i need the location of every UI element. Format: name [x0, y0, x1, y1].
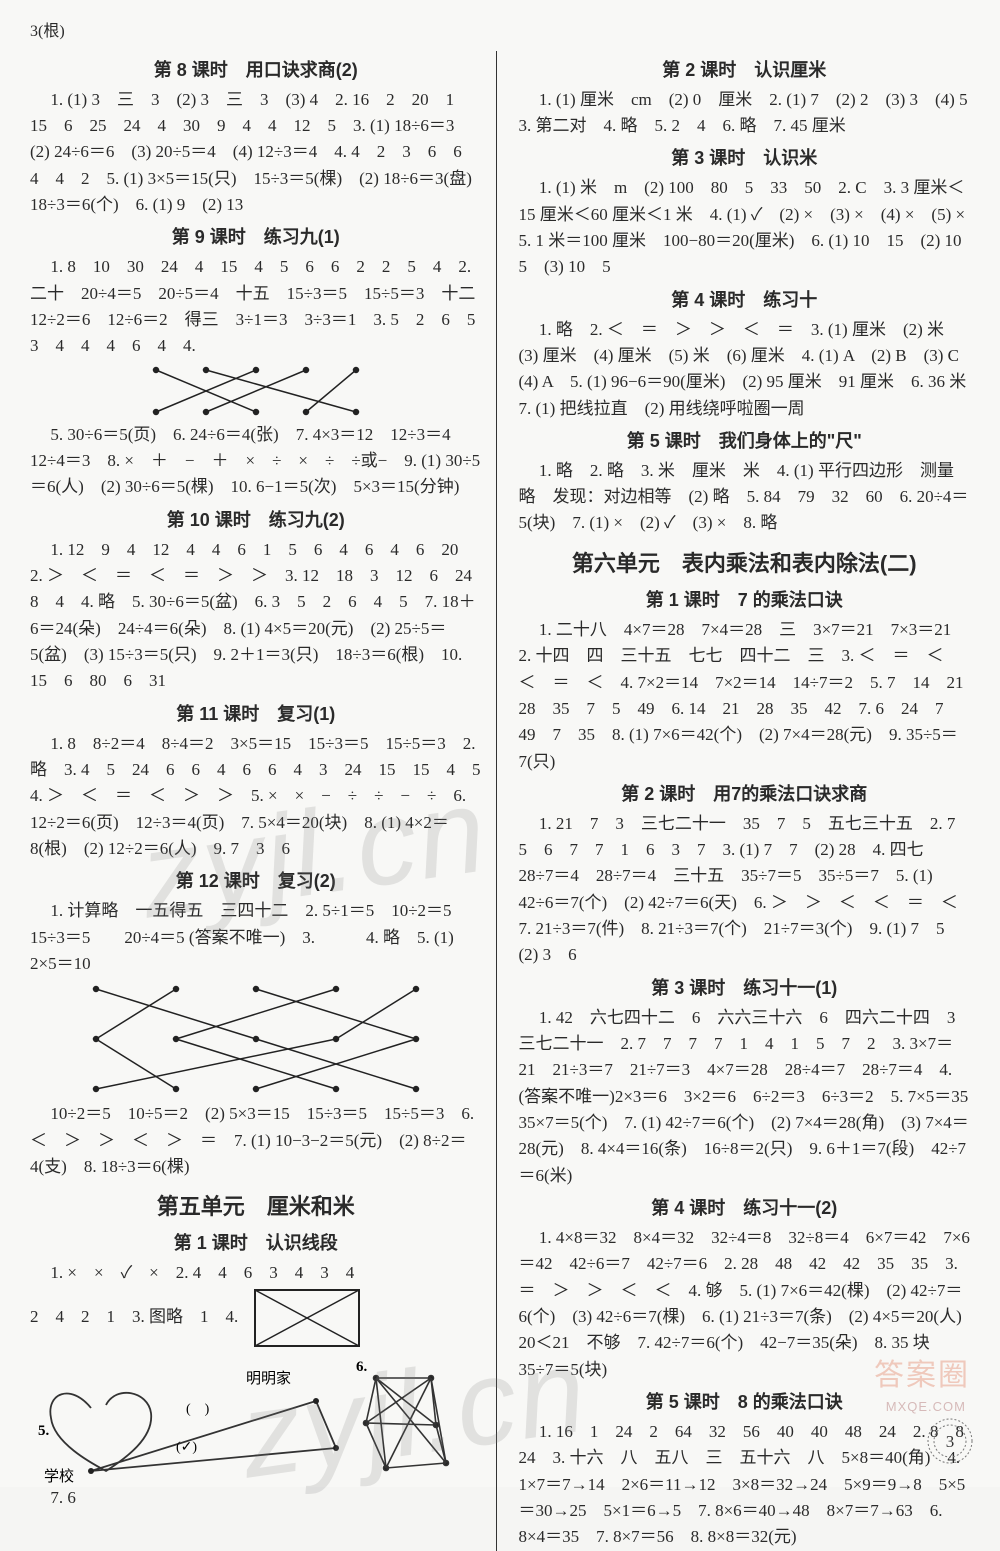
match-diagram-2	[76, 979, 436, 1099]
unit-5-title: 第五单元 厘米和米	[30, 1190, 482, 1224]
heart-path-diagram: 学校 明明家 ( ) (✓) 5.	[36, 1353, 476, 1483]
label-minghome: 明明家	[246, 1370, 291, 1387]
u5-l1-body-3: 7. 6	[30, 1485, 482, 1511]
rectangle-diagonals-diagram	[252, 1287, 362, 1349]
u5-lesson-1-title: 第 1 课时 认识线段	[30, 1230, 482, 1258]
lesson-9-body-1: 1. 8 10 30 24 4 15 4 5 6 6 2 2 5 4 2. 二十…	[30, 254, 482, 359]
page-root: zyjl.cn zyjl.cn 3(根) 第 8 课时 用口诀求商(2) 1. …	[0, 0, 1000, 1487]
svg-text:3: 3	[946, 1432, 955, 1451]
svg-text:6.: 6.	[356, 1359, 368, 1375]
r-lesson-3-title: 第 3 课时 认识米	[519, 145, 971, 173]
r-lesson-2-title: 第 2 课时 认识厘米	[519, 57, 971, 85]
header-fragment: 3(根)	[30, 20, 970, 45]
lesson-12-title: 第 12 课时 复习(2)	[30, 868, 482, 896]
label-school: 学校	[44, 1468, 74, 1483]
label-blank: ( )	[186, 1402, 210, 1417]
r-lesson-5-body: 1. 略 2. 略 3. 米 厘米 米 4. (1) 平行四边形 测量略 发现：…	[519, 458, 971, 537]
r-lesson-2-body: 1. (1) 厘米 cm (2) 0 厘米 2. (1) 7 (2) 2 (3)…	[519, 87, 971, 140]
lesson-12-body-2: 10÷2＝5 10÷5＝2 (2) 5×3＝15 15÷3＝5 15÷5＝3 6…	[30, 1101, 482, 1180]
u6-l2-body: 1. 21 7 3 三七二十一 35 7 5 五七三十五 2. 7 5 6 7 …	[519, 811, 971, 969]
brand-sub: MXQE.COM	[886, 1397, 966, 1417]
r-lesson-4-title: 第 4 课时 练习十	[519, 287, 971, 315]
lesson-9-title: 第 9 课时 练习九(1)	[30, 224, 482, 252]
lesson-10-body: 1. 12 9 4 12 4 4 6 1 5 6 4 6 4 6 20 2. ＞…	[30, 537, 482, 695]
lesson-8-title: 第 8 课时 用口诀求商(2)	[30, 57, 482, 85]
lesson-9-body-2: 5. 30÷6＝5(页) 6. 24÷6＝4(张) 7. 4×3＝12 12÷3…	[30, 422, 482, 501]
page-number-badge: 3	[926, 1417, 974, 1465]
unit-6-title: 第六单元 表内乘法和表内除法(二)	[519, 547, 971, 581]
u5-l1-body-1: 1. × × ✓ × 2. 4 4 6 3 4 3 4	[30, 1260, 482, 1286]
lesson-12-body-1: 1. 计算略 一五得五 三四十二 2. 5÷1＝5 10÷2＝5 15÷3＝5 …	[30, 898, 482, 977]
r-lesson-3-body: 1. (1) 米 m (2) 100 80 5 33 50 2. C 3. 3 …	[519, 175, 971, 280]
r-lesson-4-body: 1. 略 2. ＜ ＝ ＞ ＞ ＜ ＝ 3. (1) 厘米 (2) 米 (3) …	[519, 317, 971, 422]
u6-l1-body: 1. 二十八 4×7＝28 7×4＝28 三 3×7＝21 7×3＝21 2. …	[519, 617, 971, 775]
label-check: (✓)	[176, 1440, 197, 1455]
u6-lesson-3-title: 第 3 课时 练习十一(1)	[519, 975, 971, 1003]
brand-badge: 答案圈	[874, 1353, 970, 1400]
lesson-10-title: 第 10 课时 练习九(2)	[30, 507, 482, 535]
columns: 第 8 课时 用口诀求商(2) 1. (1) 3 三 3 (2) 3 三 3 (…	[30, 51, 970, 1551]
lesson-8-body: 1. (1) 3 三 3 (2) 3 三 3 (3) 4 2. 16 2 20 …	[30, 87, 482, 219]
left-column: 第 8 课时 用口诀求商(2) 1. (1) 3 三 3 (2) 3 三 3 (…	[30, 51, 497, 1551]
u6-l3-body: 1. 42 六七四十二 6 六六三十六 6 四六二十四 3 三七二十一 2. 7…	[519, 1005, 971, 1189]
lesson-11-title: 第 11 课时 复习(1)	[30, 701, 482, 729]
u6-lesson-2-title: 第 2 课时 用7的乘法口诀求商	[519, 781, 971, 809]
u6-lesson-4-title: 第 4 课时 练习十一(2)	[519, 1195, 971, 1223]
match-diagram-1	[141, 362, 371, 420]
svg-text:5.: 5.	[38, 1423, 50, 1439]
r-lesson-5-title: 第 5 课时 我们身体上的"尺"	[519, 428, 971, 456]
u5-l1-body-2: 2 4 2 1 3. 图略 1 4.	[30, 1304, 238, 1330]
u6-lesson-1-title: 第 1 课时 7 的乘法口诀	[519, 587, 971, 615]
u6-l5-body: 1. 16 1 24 2 64 32 56 40 40 48 24 2. 8 8…	[519, 1419, 971, 1551]
right-column: 第 2 课时 认识厘米 1. (1) 厘米 cm (2) 0 厘米 2. (1)…	[515, 51, 971, 1551]
lesson-11-body: 1. 8 8÷2＝4 8÷4＝2 3×5＝15 15÷3＝5 15÷5＝3 2.…	[30, 731, 482, 863]
